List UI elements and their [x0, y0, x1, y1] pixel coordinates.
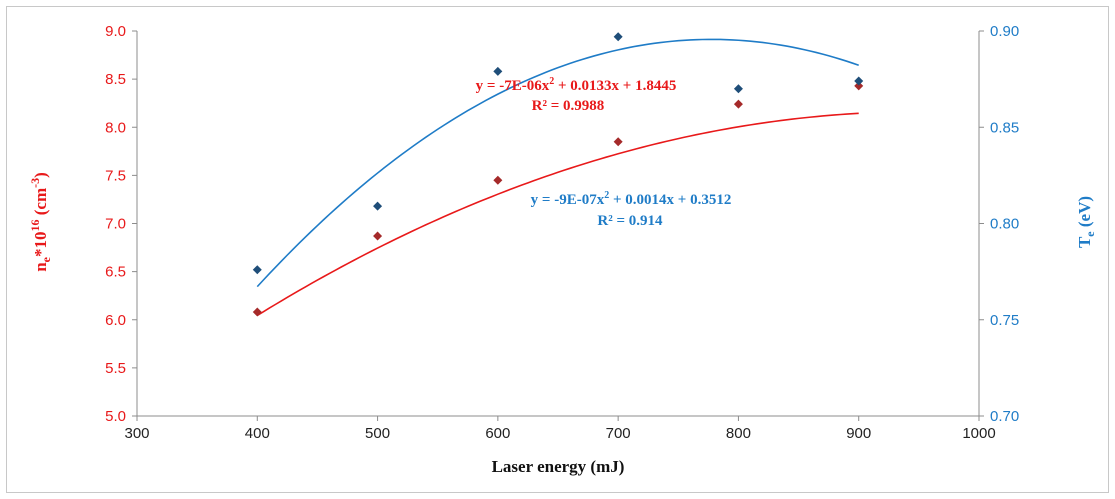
data-point-series-1 [733, 84, 743, 94]
y-left-tick-label: 7.0 [105, 216, 126, 233]
y-left-tick-label: 8.5 [105, 71, 126, 88]
ne-equation: y = -7E-06x2 + 0.0133x + 1.8445 [476, 76, 677, 94]
trendline-series-1 [256, 38, 859, 288]
trendline-series-0 [256, 112, 859, 317]
x-tick-label: 300 [124, 425, 149, 442]
data-point-series-0 [613, 137, 623, 147]
y-left-tick-label: 9.0 [105, 23, 126, 40]
y-right-tick-label: 0.75 [990, 312, 1019, 329]
x-tick-label: 1000 [962, 425, 995, 442]
axes-layer: 300 400 500 600 700 800 900 1000 5.0 5.5 6.0 6.5 7.0… [105, 23, 1019, 442]
y-left-tick-label: 7.5 [105, 167, 126, 184]
data-point-series-0 [854, 81, 864, 91]
data-point-series-1 [493, 66, 503, 76]
x-tick-label: 500 [365, 425, 390, 442]
x-axis-title: Laser energy (mJ) [492, 457, 625, 476]
y-right-tick-label: 0.70 [990, 408, 1019, 425]
data-point-series-1 [252, 265, 262, 275]
data-point-series-1 [373, 201, 383, 211]
x-tick-label: 600 [485, 425, 510, 442]
y-axis-title-right: Te (eV) [1075, 196, 1097, 248]
y-axis-title-left: ne*1016 (cm-3) [28, 172, 53, 272]
data-point-layer [252, 32, 864, 317]
data-point-series-0 [733, 99, 743, 109]
y-left-tick-label: 6.0 [105, 312, 126, 329]
chart-frame [6, 6, 1109, 493]
y-left-tick-label: 8.0 [105, 119, 126, 136]
data-point-series-1 [854, 76, 864, 86]
ne-r-squared: R² = 0.9988 [532, 98, 605, 114]
x-tick-label: 800 [726, 425, 751, 442]
x-tick-label: 700 [606, 425, 631, 442]
y-right-tick-label: 0.90 [990, 23, 1019, 40]
data-point-series-1 [613, 32, 623, 42]
y-left-tick-label: 5.5 [105, 360, 126, 377]
trendline-layer [256, 38, 859, 317]
y-left-tick-label: 5.0 [105, 408, 126, 425]
data-point-series-0 [252, 307, 262, 317]
y-right-tick-label: 0.80 [990, 216, 1019, 233]
data-point-series-0 [373, 231, 383, 241]
y-right-tick-label: 0.85 [990, 119, 1019, 136]
x-tick-label: 900 [846, 425, 871, 442]
te-r-squared: R² = 0.914 [597, 213, 663, 229]
y-left-tick-label: 6.5 [105, 264, 126, 281]
x-tick-label: 400 [245, 425, 270, 442]
te-equation: y = -9E-07x2 + 0.0014x + 0.3512 [531, 190, 732, 208]
data-point-series-0 [493, 175, 503, 185]
